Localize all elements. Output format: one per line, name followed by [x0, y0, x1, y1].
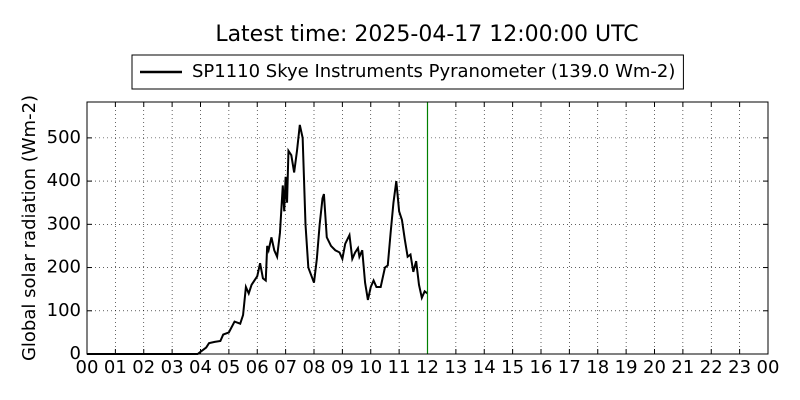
x-tick-label: 13 — [444, 357, 467, 378]
x-tick-label: 12 — [416, 357, 439, 378]
x-tick-label: 16 — [530, 357, 553, 378]
x-tick-label: 00 — [757, 357, 780, 378]
y-axis-label: Global solar radiation (Wm-2) — [19, 95, 40, 361]
x-tick-label: 10 — [359, 357, 382, 378]
x-tick-label: 20 — [643, 357, 666, 378]
x-tick-label: 04 — [189, 357, 212, 378]
x-tick-label: 18 — [586, 357, 609, 378]
x-tick-label: 01 — [104, 357, 127, 378]
y-tick-label: 200 — [47, 257, 81, 278]
legend-box — [131, 54, 684, 90]
legend-label: SP1110 Skye Instruments Pyranometer (139… — [192, 61, 675, 82]
data-line — [87, 124, 429, 355]
x-tick-label: 05 — [217, 357, 240, 378]
x-tick-label: 14 — [473, 357, 496, 378]
x-tick-label: 17 — [558, 357, 581, 378]
x-tick-label: 19 — [615, 357, 638, 378]
plot-frame — [86, 101, 769, 355]
x-tick-label: 22 — [700, 357, 723, 378]
x-tick-label: 06 — [246, 357, 269, 378]
x-tick-label: 02 — [132, 357, 155, 378]
chart-title: Latest time: 2025-04-17 12:00:00 UTC — [215, 22, 638, 47]
x-tick-label: 23 — [728, 357, 751, 378]
x-tick-label: 09 — [331, 357, 354, 378]
x-tick-label: 15 — [501, 357, 524, 378]
y-tick-label: 300 — [47, 213, 81, 234]
x-tick-label: 21 — [671, 357, 694, 378]
y-tick-label: 400 — [47, 170, 81, 191]
y-tick-label: 500 — [47, 127, 81, 148]
y-tick-label: 100 — [47, 300, 81, 321]
x-tick-label: 11 — [388, 357, 411, 378]
x-tick-label: 00 — [76, 357, 99, 378]
y-tick-label: 0 — [70, 343, 81, 364]
x-tick-label: 08 — [303, 357, 326, 378]
x-tick-label: 07 — [274, 357, 297, 378]
x-tick-label: 03 — [161, 357, 184, 378]
